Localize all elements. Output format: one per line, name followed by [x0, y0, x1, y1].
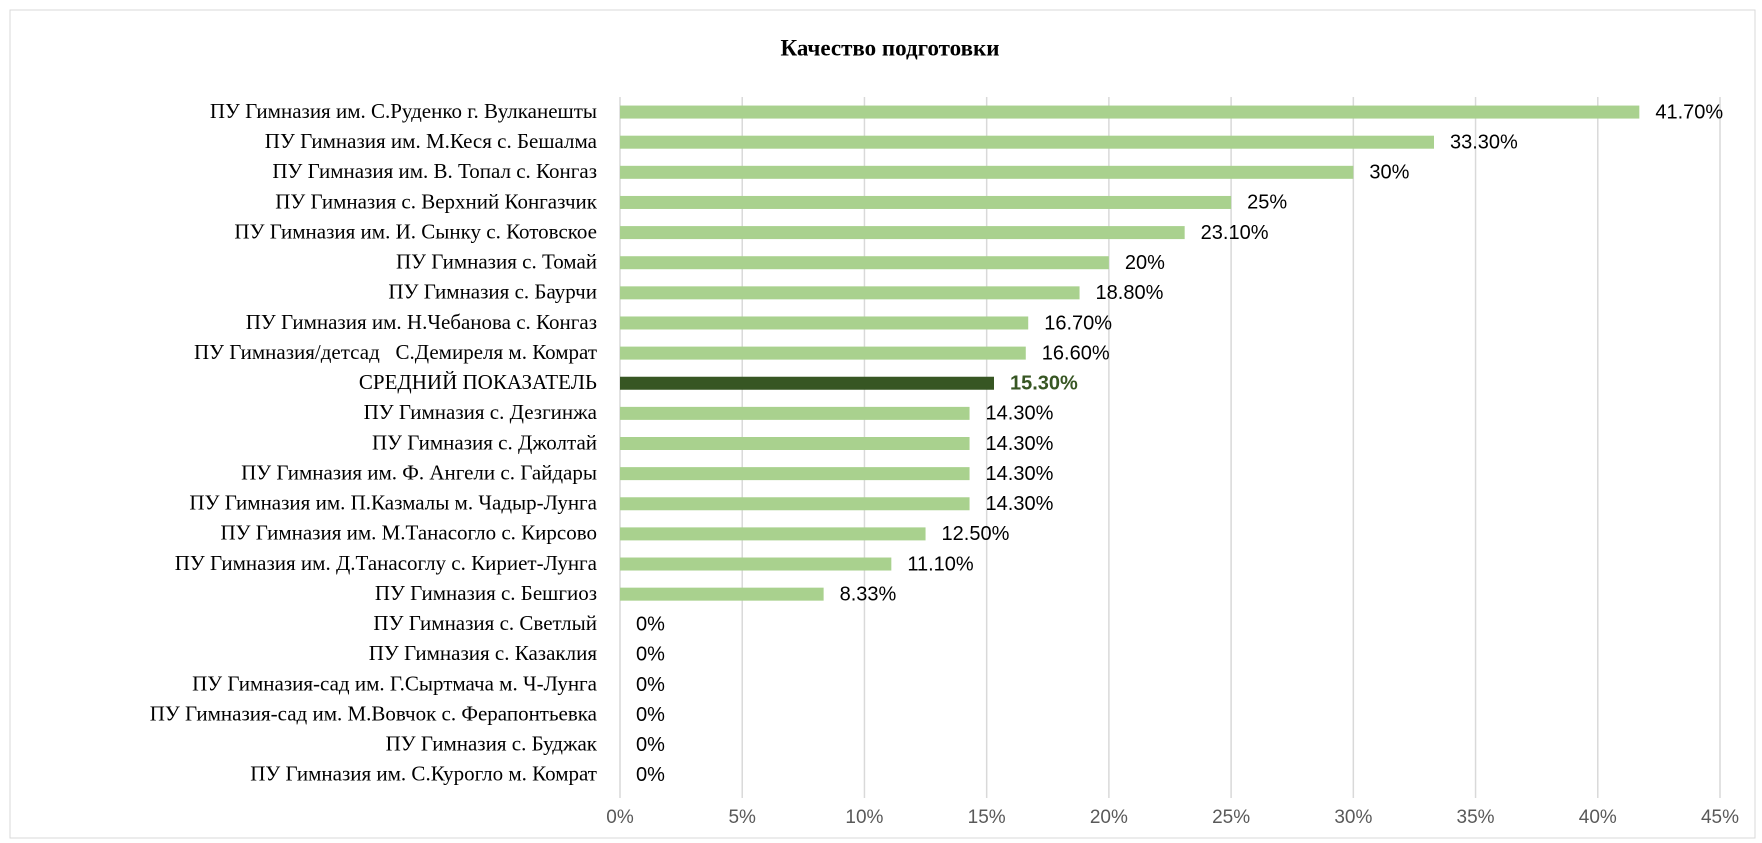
bar [620, 226, 1185, 240]
chart-title: Качество подготовки [780, 35, 999, 60]
bar [620, 437, 970, 450]
y-tick-label: ПУ Гимназия-сад им. М.Вовчок с. Ферапонт… [150, 701, 598, 725]
value-label: 14.30% [986, 463, 1054, 485]
x-tick-label: 25% [1212, 807, 1250, 828]
y-tick-label: ПУ Гимназия с. Верхний Конгазчик [275, 189, 598, 213]
y-tick-label: ПУ Гимназия с. Казаклия [369, 641, 598, 665]
y-tick-label: ПУ Гимназия им. М.Кеся с. Бешалма [265, 129, 598, 153]
value-label: 15.30% [1010, 373, 1078, 395]
x-tick-label: 30% [1334, 807, 1372, 828]
value-label: 0% [636, 614, 665, 636]
y-tick-label: ПУ Гимназия им. С.Курогло м. Комрат [250, 762, 597, 786]
y-tick-label: ПУ Гимназия с. Бешгиоз [375, 581, 597, 605]
bar [620, 557, 892, 571]
x-tick-label: 40% [1579, 807, 1617, 828]
y-tick-label: ПУ Гимназия им. Н.Чебанова с. Конгаз [246, 310, 597, 334]
value-label: 33.30% [1450, 131, 1518, 153]
x-tick-label: 20% [1090, 807, 1128, 828]
y-tick-label: ПУ Гимназия им. М.Танасогло с. Кирсово [220, 521, 597, 545]
value-label: 0% [636, 674, 665, 696]
y-tick-label: ПУ Гимназия им. П.Казмалы м. Чадыр-Лунга [189, 491, 597, 515]
value-label: 16.70% [1044, 312, 1112, 334]
bar [620, 346, 1026, 360]
y-tick-label: ПУ Гимназия им. С.Руденко г. Вулканешты [210, 99, 597, 123]
x-tick-label: 35% [1457, 807, 1495, 828]
bar [620, 135, 1434, 149]
value-label: 16.60% [1042, 342, 1110, 364]
y-tick-label: ПУ Гимназия с. Баурчи [388, 280, 597, 304]
value-label: 0% [636, 764, 665, 786]
value-label: 12.50% [942, 523, 1010, 545]
y-tick-label: СРЕДНИЙ ПОКАЗАТЕЛЬ [359, 370, 597, 394]
value-label: 0% [636, 644, 665, 666]
bar [620, 497, 970, 511]
value-label: 41.70% [1655, 101, 1723, 123]
y-tick-label: ПУ Гимназия им. Д.Танасоглу с. Кириет-Лу… [175, 551, 598, 575]
y-tick-label: ПУ Гимназия им. И. Сынку с. Котовское [234, 219, 597, 243]
y-tick-label: ПУ Гимназия с. Светлый [373, 611, 597, 635]
value-label: 18.80% [1096, 282, 1164, 304]
value-label: 11.10% [907, 553, 974, 575]
y-tick-label: ПУ Гимназия им. Ф. Ангели с. Гайдары [241, 460, 597, 484]
value-label: 25% [1247, 192, 1287, 214]
y-tick-label: ПУ Гимназия им. В. Топал с. Конгаз [272, 159, 597, 183]
value-label: 30% [1369, 162, 1409, 184]
x-tick-label: 15% [968, 807, 1006, 828]
bar [620, 376, 994, 390]
x-tick-label: 10% [845, 807, 883, 828]
value-label: 20% [1125, 252, 1165, 274]
value-label: 0% [636, 734, 665, 756]
value-label: 14.30% [986, 493, 1054, 515]
bar [620, 165, 1354, 179]
value-label: 23.10% [1201, 222, 1269, 244]
y-tick-label: ПУ Гимназия с. Томай [396, 250, 597, 274]
bar [620, 316, 1029, 330]
x-tick-label: 45% [1701, 807, 1739, 828]
value-label: 14.30% [986, 403, 1054, 425]
bar [620, 406, 970, 420]
bar [620, 467, 970, 481]
bar [620, 286, 1080, 300]
bar [620, 256, 1109, 270]
y-tick-label: ПУ Гимназия с. Дезгинжа [364, 400, 598, 424]
x-tick-label: 0% [606, 807, 634, 828]
x-tick-label: 5% [728, 807, 756, 828]
y-tick-label: ПУ Гимназия с. Буджак [386, 732, 598, 756]
bar [620, 195, 1232, 209]
value-label: 0% [636, 704, 665, 726]
y-tick-label: ПУ Гимназия/детсад С.Демиреля м. Комрат [194, 340, 597, 364]
value-label: 8.33% [840, 583, 897, 605]
bar [620, 105, 1640, 119]
y-tick-label: ПУ Гимназия-сад им. Г.Сыртмача м. Ч-Лунг… [192, 671, 598, 695]
y-tick-label: ПУ Гимназия с. Джолтай [372, 430, 597, 454]
bar [620, 527, 926, 541]
bar [620, 587, 824, 601]
value-label: 14.30% [986, 433, 1054, 455]
